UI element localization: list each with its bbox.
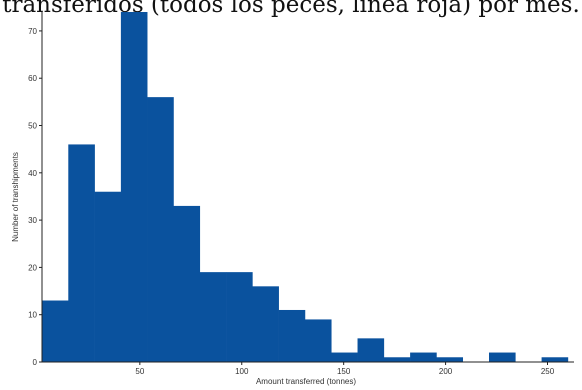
- histogram-bar: [173, 205, 201, 362]
- histogram-bar: [304, 319, 332, 362]
- y-tick-label: 60: [28, 74, 37, 83]
- x-tick-label: 200: [439, 367, 453, 376]
- y-axis-label: Number of transhipments: [11, 152, 20, 242]
- histogram-bar: [436, 357, 464, 362]
- histogram-bar: [489, 352, 516, 362]
- x-ticks-group: 50 100 150 200 250: [135, 362, 555, 376]
- y-tick-label: 30: [28, 216, 37, 225]
- histogram-bar: [410, 352, 437, 362]
- x-axis-label: Amount transferred (tonnes): [256, 377, 356, 386]
- histogram-bar: [357, 338, 385, 362]
- histogram-bar: [94, 191, 122, 362]
- bars-group: [42, 12, 569, 362]
- y-tick-label: 20: [28, 263, 37, 272]
- y-tick-label: 0: [33, 358, 38, 367]
- y-tick-label: 50: [28, 122, 37, 131]
- histogram-bar: [252, 286, 279, 362]
- y-tick-label: 40: [28, 169, 37, 178]
- histogram-bar: [278, 309, 306, 362]
- y-ticks-group: 0 10 20 30 40 50 60 70: [28, 27, 42, 367]
- histogram-bar: [226, 272, 253, 362]
- x-tick-label: 250: [541, 367, 555, 376]
- histogram-bar: [147, 97, 174, 362]
- histogram-bar: [331, 352, 358, 362]
- histogram-bar: [42, 300, 69, 362]
- x-tick-label: 100: [235, 367, 249, 376]
- histogram-bar: [120, 12, 148, 362]
- histogram-bar: [383, 357, 411, 362]
- x-tick-label: 150: [337, 367, 351, 376]
- x-tick-label: 50: [135, 367, 144, 376]
- histogram-bar: [199, 272, 227, 362]
- y-tick-label: 70: [28, 27, 37, 36]
- histogram-bar: [68, 144, 95, 362]
- histogram-bar: [541, 357, 569, 362]
- y-tick-label: 10: [28, 311, 37, 320]
